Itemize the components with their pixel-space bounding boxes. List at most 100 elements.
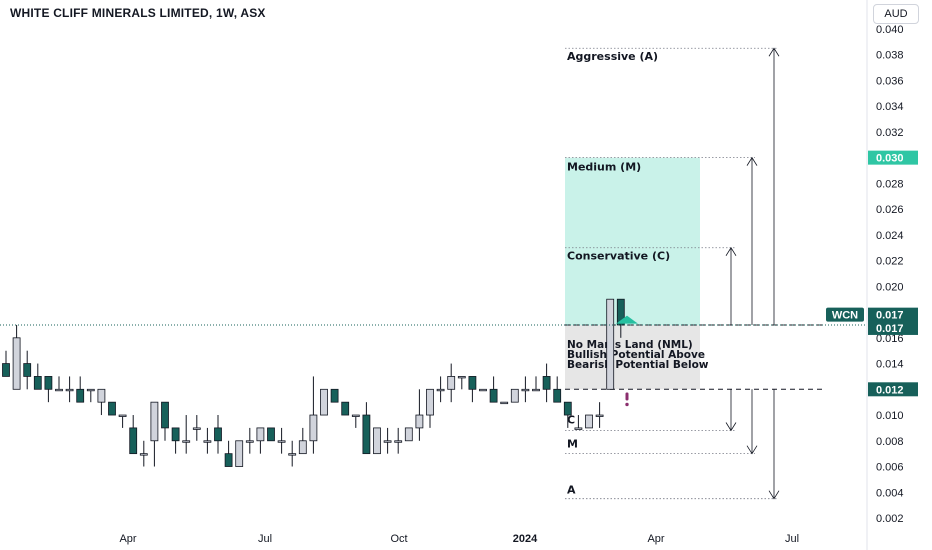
y-tick-label: 0.026 — [876, 204, 904, 216]
candle — [203, 427, 212, 454]
candle — [150, 401, 159, 467]
arrow-up-medium — [746, 156, 758, 325]
candle — [235, 440, 244, 467]
x-tick-label: Apr — [119, 533, 136, 545]
candle-body — [256, 427, 265, 442]
candle-body — [341, 401, 350, 416]
candle-body — [426, 388, 434, 416]
candle — [97, 388, 106, 416]
y-tick-label: 0.040 — [876, 24, 904, 36]
candle — [2, 350, 10, 377]
x-tick-label: 2024 — [513, 533, 538, 545]
candle — [129, 415, 138, 455]
candle-body — [532, 388, 540, 392]
candle-body — [139, 453, 148, 456]
candle-body — [595, 414, 604, 417]
candle-body — [468, 376, 477, 390]
candle-body — [245, 440, 254, 443]
candle-body — [277, 440, 286, 443]
candle-body — [65, 388, 74, 392]
y-tick-label: 0.020 — [876, 281, 904, 293]
candle — [320, 388, 328, 416]
candle — [585, 414, 593, 429]
level-price-bg — [868, 382, 918, 397]
candle — [479, 388, 487, 392]
candle-body — [182, 440, 191, 443]
candle-body — [267, 427, 275, 442]
nml-bullish-text: Bullish Potential Above — [567, 349, 705, 361]
candle — [267, 427, 275, 442]
arrow-down-conservative — [725, 389, 737, 432]
candle — [553, 376, 562, 403]
candle — [500, 401, 509, 405]
candle — [341, 401, 350, 416]
candle-body — [616, 298, 625, 326]
candle — [489, 376, 498, 403]
candle-body — [510, 388, 519, 403]
candle — [23, 350, 32, 390]
currency-button[interactable]: AUD — [873, 4, 919, 24]
candle-body — [150, 401, 159, 442]
candle — [65, 376, 74, 403]
x-tick-label: Jul — [785, 533, 799, 545]
candle-body — [214, 427, 222, 442]
candle — [510, 388, 519, 403]
candle-body — [362, 414, 371, 455]
candle-body — [563, 401, 572, 416]
chart-overlays — [0, 315, 867, 407]
aggressive-label: Aggressive (A) — [567, 50, 658, 63]
candle — [256, 427, 265, 454]
candle-body — [542, 376, 551, 390]
candle-body — [203, 440, 212, 443]
c-lower-label: C — [567, 413, 575, 426]
candle-body — [23, 363, 32, 377]
candle — [542, 363, 551, 403]
candle — [595, 402, 604, 428]
y-tick-label: 0.022 — [876, 256, 904, 268]
chart-title: WHITE CLIFF MINERALS LIMITED, 1W, ASX — [10, 6, 266, 20]
level-price-label: 0.012 — [868, 382, 918, 397]
candle — [415, 389, 424, 441]
arrow-head — [725, 246, 737, 256]
candle-body — [373, 427, 381, 455]
candle-body — [288, 453, 297, 456]
conservative-label: Conservative (C) — [567, 250, 670, 263]
candle — [192, 415, 201, 441]
candle — [12, 324, 21, 390]
candle-body — [574, 427, 583, 430]
candle-body — [500, 401, 509, 405]
candle — [532, 376, 540, 392]
target-price-label: 0.030 — [868, 150, 918, 165]
candle-body — [585, 414, 593, 429]
candle — [171, 427, 180, 454]
candle-body — [44, 376, 53, 390]
candle-body — [489, 388, 498, 403]
time-axis[interactable]: Apr Jul Oct 2024 Apr Jul — [119, 533, 799, 545]
candle — [214, 415, 222, 454]
candle — [86, 388, 95, 403]
arrow-head — [768, 490, 780, 500]
arrow-up-aggressive — [768, 47, 780, 325]
candle-body — [86, 388, 95, 392]
candle — [447, 363, 456, 403]
candle-body — [2, 363, 10, 377]
candlestick-series — [2, 298, 625, 467]
ticker-badge: WCN — [826, 307, 864, 322]
target-price-bg — [868, 150, 918, 165]
nml-zone-box — [565, 324, 700, 390]
candle — [330, 388, 339, 403]
alert-icon — [625, 392, 629, 401]
candle-body — [76, 388, 85, 403]
price-axis[interactable]: 0.040 0.038 0.036 0.034 0.032 0.028 0.026 0.024… — [876, 24, 904, 525]
candle — [161, 401, 169, 441]
candle-body — [118, 414, 127, 417]
nml-label: No Man's Land (NML) — [567, 339, 693, 351]
candle — [288, 440, 297, 467]
y-tick-label: 0.016 — [876, 333, 904, 345]
candle-body — [12, 337, 21, 390]
candle-body — [404, 427, 413, 442]
candle — [224, 440, 233, 467]
y-tick-label: 0.034 — [876, 101, 904, 113]
